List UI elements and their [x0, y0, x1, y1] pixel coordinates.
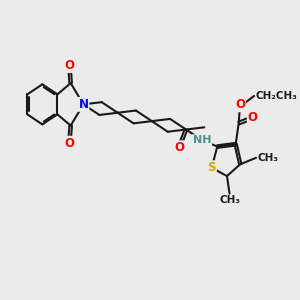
- Text: CH₃: CH₃: [257, 153, 278, 163]
- Text: O: O: [174, 141, 184, 154]
- Text: O: O: [248, 111, 258, 124]
- Text: O: O: [64, 137, 74, 150]
- Text: N: N: [78, 98, 88, 111]
- Text: CH₂CH₃: CH₂CH₃: [255, 91, 297, 101]
- Text: S: S: [207, 161, 216, 174]
- Text: O: O: [235, 98, 245, 111]
- Text: O: O: [64, 59, 74, 72]
- Text: NH: NH: [193, 135, 211, 145]
- Text: CH₃: CH₃: [219, 195, 240, 205]
